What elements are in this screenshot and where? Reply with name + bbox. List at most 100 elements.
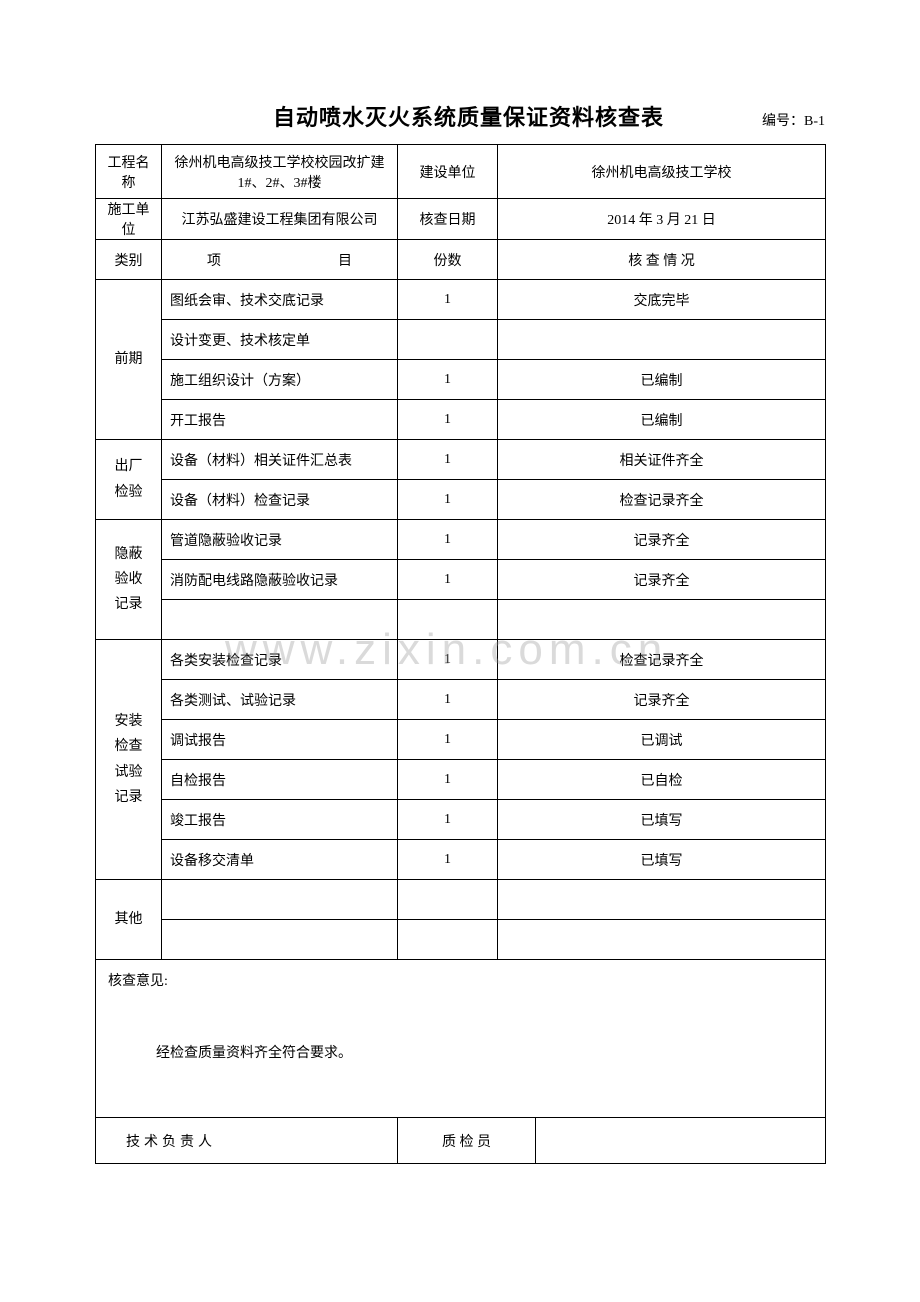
copies-cell: 1 xyxy=(398,720,498,760)
cat-line: 检查 xyxy=(115,739,143,754)
opinion-cell: 核查意见: 经检查质量资料齐全符合要求。 xyxy=(96,960,826,1118)
cat-line: 出厂 xyxy=(115,459,143,474)
copies-cell: 1 xyxy=(398,400,498,440)
status-cell xyxy=(498,920,826,960)
info-row-2: 施工单位 江苏弘盛建设工程集团有限公司 核查日期 2014 年 3 月 21 日 xyxy=(96,199,826,240)
table-row: 出厂 检验 设备（材料）相关证件汇总表 1 相关证件齐全 xyxy=(96,440,826,480)
status-cell: 记录齐全 xyxy=(498,680,826,720)
status-cell xyxy=(498,600,826,640)
cat-line: 安装 xyxy=(115,714,143,729)
cat-line: 隐蔽 xyxy=(115,547,143,562)
table-row: 设备移交清单 1 已填写 xyxy=(96,840,826,880)
item-cell: 竣工报告 xyxy=(162,800,398,840)
item-cell: 管道隐蔽验收记录 xyxy=(162,520,398,560)
table-row: 安装 检查 试验 记录 各类安装检查记录 1 检查记录齐全 xyxy=(96,640,826,680)
table-row: 开工报告 1 已编制 xyxy=(96,400,826,440)
table-row: 竣工报告 1 已填写 xyxy=(96,800,826,840)
info-row-1: 工程名称 徐州机电高级技工学校校园改扩建 1#、2#、3#楼 建设单位 徐州机电… xyxy=(96,145,826,199)
header-row: 类别 项 目 份数 核 查 情 况 xyxy=(96,240,826,280)
item-cell xyxy=(162,600,398,640)
sig-inspector-label: 质 检 员 xyxy=(398,1118,536,1164)
label-check-date: 核查日期 xyxy=(398,199,498,240)
status-cell: 记录齐全 xyxy=(498,520,826,560)
cat-line: 记录 xyxy=(115,597,143,612)
header-item-right: 目 xyxy=(338,254,352,269)
sig-tech-leader-label: 技术负责人 xyxy=(126,1135,216,1150)
opinion-row: 核查意见: 经检查质量资料齐全符合要求。 xyxy=(96,960,826,1118)
table-row: 隐蔽 验收 记录 管道隐蔽验收记录 1 记录齐全 xyxy=(96,520,826,560)
cat-line: 检验 xyxy=(115,485,143,500)
category-hidden: 隐蔽 验收 记录 xyxy=(96,520,162,640)
copies-cell: 1 xyxy=(398,280,498,320)
status-cell: 检查记录齐全 xyxy=(498,480,826,520)
status-cell: 记录齐全 xyxy=(498,560,826,600)
copies-cell: 1 xyxy=(398,480,498,520)
header: 自动喷水灭火系统质量保证资料核查表 编号：B-1 xyxy=(95,100,825,132)
cat-line: 试验 xyxy=(115,765,143,780)
table-row: 其他 xyxy=(96,880,826,920)
table-row: 调试报告 1 已调试 xyxy=(96,720,826,760)
copies-cell: 1 xyxy=(398,760,498,800)
item-cell: 开工报告 xyxy=(162,400,398,440)
copies-cell xyxy=(398,600,498,640)
status-cell: 已填写 xyxy=(498,840,826,880)
category-install: 安装 检查 试验 记录 xyxy=(96,640,162,880)
status-cell: 已编制 xyxy=(498,360,826,400)
label-build-unit: 建设单位 xyxy=(398,145,498,199)
status-cell: 已调试 xyxy=(498,720,826,760)
header-status: 核 查 情 况 xyxy=(498,240,826,280)
table-row: 设备（材料）检查记录 1 检查记录齐全 xyxy=(96,480,826,520)
copies-cell: 1 xyxy=(398,360,498,400)
cat-line: 验收 xyxy=(115,572,143,587)
item-cell: 各类测试、试验记录 xyxy=(162,680,398,720)
label-construct-unit: 施工单位 xyxy=(96,199,162,240)
value-build-unit: 徐州机电高级技工学校 xyxy=(498,145,826,199)
copies-cell xyxy=(398,920,498,960)
sig-inspector-value xyxy=(536,1118,826,1164)
item-cell: 图纸会审、技术交底记录 xyxy=(162,280,398,320)
copies-cell: 1 xyxy=(398,680,498,720)
item-cell: 自检报告 xyxy=(162,760,398,800)
header-category: 类别 xyxy=(96,240,162,280)
table-row xyxy=(96,600,826,640)
category-pre: 前期 xyxy=(96,280,162,440)
copies-cell xyxy=(398,320,498,360)
sig-tech-leader-cell: 技术负责人 xyxy=(96,1118,398,1164)
table-row xyxy=(96,920,826,960)
document-number: 编号：B-1 xyxy=(762,110,825,130)
status-cell: 检查记录齐全 xyxy=(498,640,826,680)
table-row: 前期 图纸会审、技术交底记录 1 交底完毕 xyxy=(96,280,826,320)
copies-cell: 1 xyxy=(398,640,498,680)
main-table: 工程名称 徐州机电高级技工学校校园改扩建 1#、2#、3#楼 建设单位 徐州机电… xyxy=(95,144,826,1164)
table-row: 各类测试、试验记录 1 记录齐全 xyxy=(96,680,826,720)
page: www.zixin.com.cn 自动喷水灭火系统质量保证资料核查表 编号：B-… xyxy=(95,100,825,1164)
header-item: 项 目 xyxy=(162,240,398,280)
table-row: 设计变更、技术核定单 xyxy=(96,320,826,360)
item-cell: 消防配电线路隐蔽验收记录 xyxy=(162,560,398,600)
status-cell: 已编制 xyxy=(498,400,826,440)
table-row: 施工组织设计（方案） 1 已编制 xyxy=(96,360,826,400)
category-factory: 出厂 检验 xyxy=(96,440,162,520)
page-title: 自动喷水灭火系统质量保证资料核查表 xyxy=(95,100,762,132)
header-item-left: 项 xyxy=(207,254,221,269)
header-copies: 份数 xyxy=(398,240,498,280)
cat-line: 记录 xyxy=(115,790,143,805)
table-row: 自检报告 1 已自检 xyxy=(96,760,826,800)
item-cell: 设备（材料）相关证件汇总表 xyxy=(162,440,398,480)
status-cell: 已填写 xyxy=(498,800,826,840)
item-cell: 调试报告 xyxy=(162,720,398,760)
item-cell: 设计变更、技术核定单 xyxy=(162,320,398,360)
opinion-body: 经检查质量资料齐全符合要求。 xyxy=(108,990,813,1062)
label-project-name: 工程名称 xyxy=(96,145,162,199)
status-cell: 相关证件齐全 xyxy=(498,440,826,480)
item-cell xyxy=(162,880,398,920)
category-other: 其他 xyxy=(96,880,162,960)
value-construct-unit: 江苏弘盛建设工程集团有限公司 xyxy=(162,199,398,240)
copies-cell: 1 xyxy=(398,440,498,480)
table-row: 消防配电线路隐蔽验收记录 1 记录齐全 xyxy=(96,560,826,600)
item-cell: 各类安装检查记录 xyxy=(162,640,398,680)
item-cell: 设备（材料）检查记录 xyxy=(162,480,398,520)
copies-cell: 1 xyxy=(398,800,498,840)
opinion-label: 核查意见: xyxy=(108,970,813,990)
copies-cell: 1 xyxy=(398,840,498,880)
